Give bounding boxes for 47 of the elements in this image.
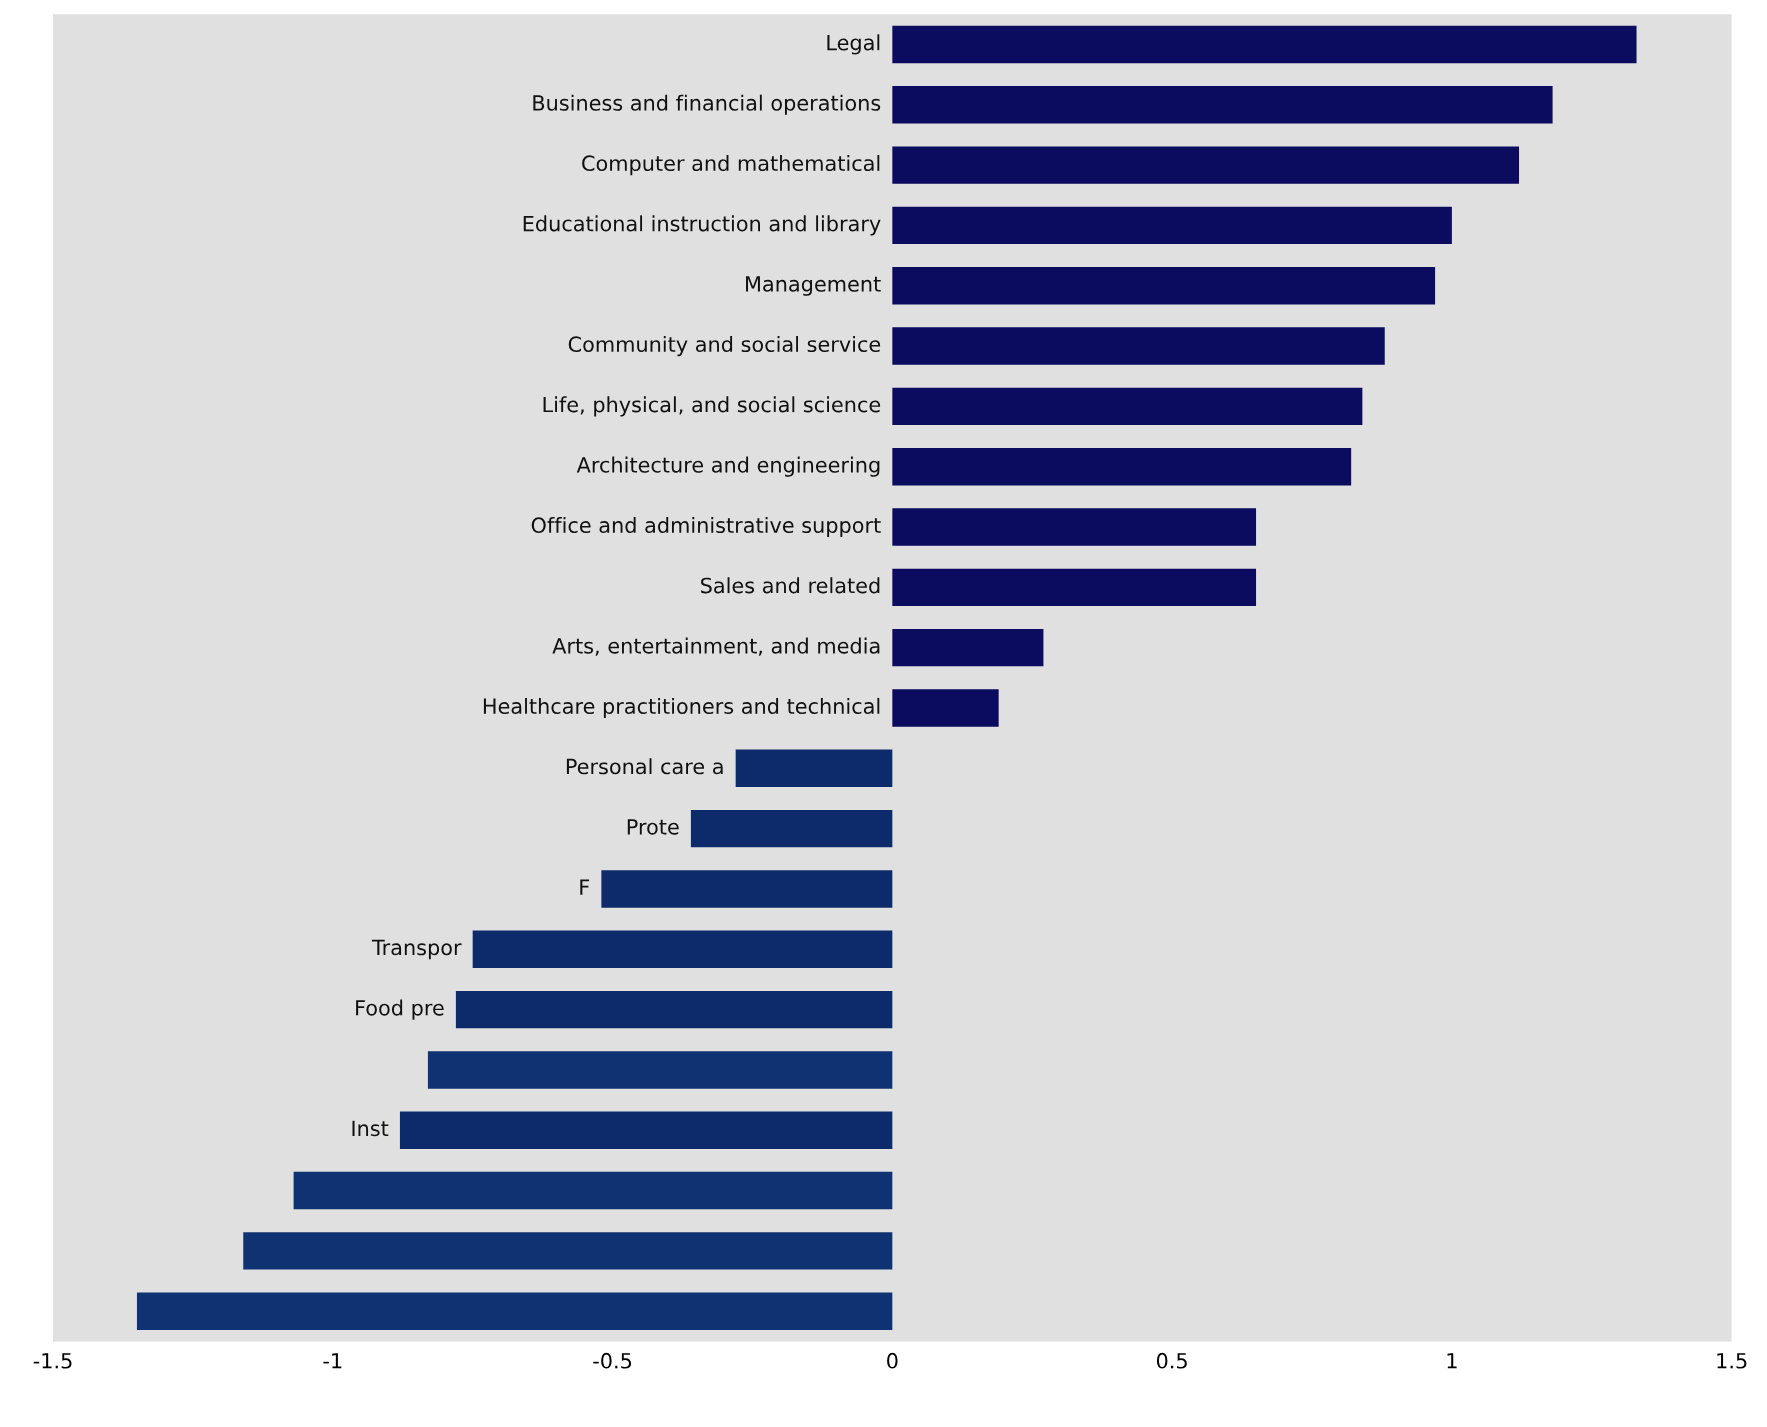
x-tick-label: 1 <box>1447 1353 1457 1369</box>
y-tick-label: F <box>580 879 590 895</box>
x-tick-label: -1 <box>323 1353 342 1369</box>
y-tick-label: Food pre <box>356 999 444 1020</box>
y-tick-label: Community and social service <box>568 335 881 357</box>
y-tick-label: Business and financial operations <box>533 94 881 115</box>
y-tick-label: Personal care a <box>566 758 723 775</box>
bar <box>690 809 893 848</box>
bar <box>427 1051 893 1089</box>
y-tick-label: Life, physical, and social science <box>543 396 881 417</box>
bar <box>892 568 1257 607</box>
y-tick-label: Arts, entertainment, and media <box>552 637 880 656</box>
bar <box>243 1232 893 1270</box>
bar <box>892 447 1352 486</box>
y-tick-label: Computer and mathematical <box>582 155 880 176</box>
x-tick-label: 1.5 <box>1717 1353 1747 1369</box>
bar <box>892 146 1520 184</box>
bar <box>892 327 1385 365</box>
bar <box>892 86 1553 124</box>
bar <box>735 749 893 788</box>
bar <box>892 387 1363 426</box>
y-tick-label: Management <box>746 276 881 296</box>
y-tick-label: Sales and related <box>701 577 880 594</box>
y-tick-label: Inst <box>352 1120 389 1137</box>
bar <box>293 1171 893 1210</box>
y-tick-label: Office and administrative support <box>531 516 881 538</box>
bar <box>601 870 893 908</box>
y-tick-label: Prote <box>627 819 679 835</box>
y-tick-label: Legal <box>827 34 880 55</box>
bar <box>455 990 893 1029</box>
y-tick-label: Educational instruction and library <box>523 215 881 236</box>
y-tick-label: Transpor <box>371 939 462 960</box>
x-tick-label: 0 <box>887 1352 898 1369</box>
bar <box>892 689 999 727</box>
y-tick-label: Healthcare practitioners and technical <box>483 697 880 719</box>
bar <box>472 930 893 968</box>
bar <box>892 508 1257 546</box>
x-tick-label: -0.5 <box>593 1352 632 1369</box>
x-tick-label: 0.5 <box>1156 1352 1187 1369</box>
bar <box>892 267 1436 305</box>
bar <box>136 1292 893 1330</box>
bar <box>892 206 1452 245</box>
x-tick-label: -1.5 <box>33 1353 72 1369</box>
bar <box>399 1111 893 1149</box>
bar <box>892 25 1637 64</box>
y-tick-label: Architecture and engineering <box>576 456 880 477</box>
bar <box>892 628 1044 667</box>
